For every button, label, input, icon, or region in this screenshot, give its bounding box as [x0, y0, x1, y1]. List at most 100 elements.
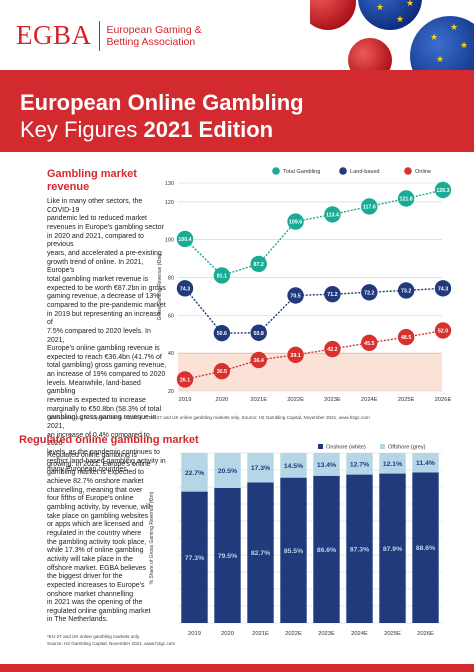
body-text-line: levels. Meanwhile, land-based gambling [47, 379, 141, 396]
body-text-line: growing. In 2021, Europe's online [47, 460, 151, 468]
body-text-line: expected to be worth €87.2bn in gross [47, 284, 166, 292]
offshore-data-label: 14.5% [284, 463, 303, 470]
body-text-line: while 17.3% of online gambling [47, 547, 144, 555]
offshore-bar [346, 453, 373, 475]
onshore-bar [412, 472, 439, 623]
body-text-line: onshore market channelling [47, 590, 133, 598]
body-text-line: revenue is expected to increase [47, 397, 146, 405]
body-text-line: Regulated online gambling is [47, 452, 137, 459]
body-text-line: total gambling market revenue is [47, 275, 149, 283]
x-tick-label: 2026E [417, 631, 434, 637]
y-axis-label: Gross Gaming Revenue (€bn) [157, 253, 163, 320]
svg-text:★: ★ [396, 15, 404, 25]
data-label: 50.8 [254, 331, 264, 337]
data-label: 87.2 [254, 262, 264, 268]
onshore-data-label: 86.6% [317, 547, 336, 554]
logo-text-line1: European Gaming & [106, 23, 202, 36]
data-point [324, 285, 341, 303]
data-point [434, 322, 452, 339]
x-tick-label: 2025E [398, 397, 415, 403]
x-tick-label: 2020 [221, 631, 234, 637]
svg-text:★: ★ [436, 55, 444, 65]
chart2-note-line1: *EU-27 and UK online gambling markets on… [47, 634, 141, 639]
offshore-data-label: 17.3% [251, 465, 270, 472]
svg-text:★: ★ [376, 3, 384, 13]
legend-swatch [380, 444, 385, 449]
offshore-data-label: 11.4% [416, 460, 435, 467]
page-title: European Online Gambling [20, 90, 304, 115]
logo-text: European Gaming & Betting Association [107, 24, 202, 48]
data-point [324, 340, 341, 358]
y-tick-label: 100 [165, 238, 174, 244]
onshore-bar [214, 487, 241, 623]
x-tick-label: 2020 [215, 397, 228, 403]
onshore-data-label: 88.6% [416, 545, 435, 552]
footer-bar [0, 664, 474, 672]
data-label: 36.4 [254, 358, 264, 364]
body-text-line: channelling, meaning that over [47, 486, 143, 494]
body-text-line: activity will take place in the [47, 555, 133, 563]
x-tick-label: 2022E [287, 397, 304, 403]
data-point [176, 230, 194, 248]
heading-line2: revenue [47, 181, 90, 193]
legend-swatch [318, 444, 323, 449]
y-tick-label: 40 [168, 351, 174, 357]
offshore-data-label: 13.4% [317, 462, 336, 469]
body-text-line: four fifths of Europe's online [47, 495, 134, 503]
onshore-data-label: 77.3% [185, 555, 204, 562]
onshore-bar [280, 477, 307, 623]
body-text-line: many European countries. [47, 466, 129, 474]
y-tick-label: 60 [168, 313, 174, 319]
data-point [213, 267, 231, 284]
chart2-source-line2: Source: H2 Gambling Capital, November 20… [47, 641, 176, 646]
legend-label: Online [415, 169, 431, 175]
offshore-bar [379, 453, 406, 474]
data-label: 74.3 [438, 286, 448, 292]
onshore-bar [181, 491, 208, 623]
onshore-data-label: 87.9% [383, 546, 402, 553]
onshore-data-label: 79.5% [218, 553, 237, 560]
data-label: 71.2 [327, 292, 337, 298]
body-text-line: the biggest driver for the [47, 573, 123, 581]
body-text-line: in 2020 and 2021, compared to previous [47, 232, 144, 249]
offshore-bar [214, 453, 241, 488]
logo-divider [98, 20, 100, 51]
offshore-data-label: 20.5% [218, 468, 237, 475]
page-subtitle: Key Figures 2021 Edition [20, 117, 273, 143]
body-text-line: marginally to €50.8bn (58.3% of total [47, 405, 162, 413]
legend-swatch [404, 167, 412, 175]
data-label: 121.8 [400, 197, 413, 203]
logo-mark: EGBA [16, 20, 92, 50]
legend-swatch [339, 167, 347, 175]
data-label: 70.5 [290, 294, 300, 300]
data-point [361, 198, 378, 215]
heading-line1: Gambling market [47, 168, 137, 180]
data-label: 42.2 [327, 347, 337, 353]
body-text-line: in 2021 was the opening of the [47, 599, 143, 607]
eu-flag-balls-graphic: ★ ★ ★ ★ ★ ★ ★ [310, 0, 474, 70]
y-tick-label: 20 [168, 389, 174, 395]
data-label: 109.6 [289, 220, 302, 226]
onshore-bar [313, 475, 340, 623]
body-text-line: an increase of 0.4% compared to 2020 [47, 431, 150, 448]
data-label: 50.6 [217, 331, 227, 337]
data-label: 26.1 [180, 377, 190, 383]
body-text-line: expected increases to Europe's [47, 581, 145, 589]
data-point [213, 324, 231, 342]
offshore-bar [181, 453, 208, 492]
x-tick-label: 2024E [361, 397, 378, 403]
body-text-line: gambling activity, by revenue, will [47, 503, 151, 511]
data-label: 52.0 [438, 328, 448, 334]
data-label: 73.2 [401, 288, 411, 294]
onshore-bar [379, 473, 406, 623]
body-text-line: gambling market is expected to [47, 469, 144, 477]
x-tick-label: 2021E [252, 631, 269, 637]
body-text-line: 7.5% compared to 2020 levels. In 2021, [47, 327, 151, 344]
onshore-data-label: 85.5% [284, 548, 303, 555]
x-tick-label: 2023E [318, 631, 335, 637]
body-text-line: regulated in the country where [47, 529, 142, 537]
body-text-line: compared to the pre-pandemic market [47, 301, 166, 309]
offshore-data-label: 12.1% [383, 461, 402, 468]
body-text-line: levels, as the pandemic continues to [47, 449, 160, 457]
